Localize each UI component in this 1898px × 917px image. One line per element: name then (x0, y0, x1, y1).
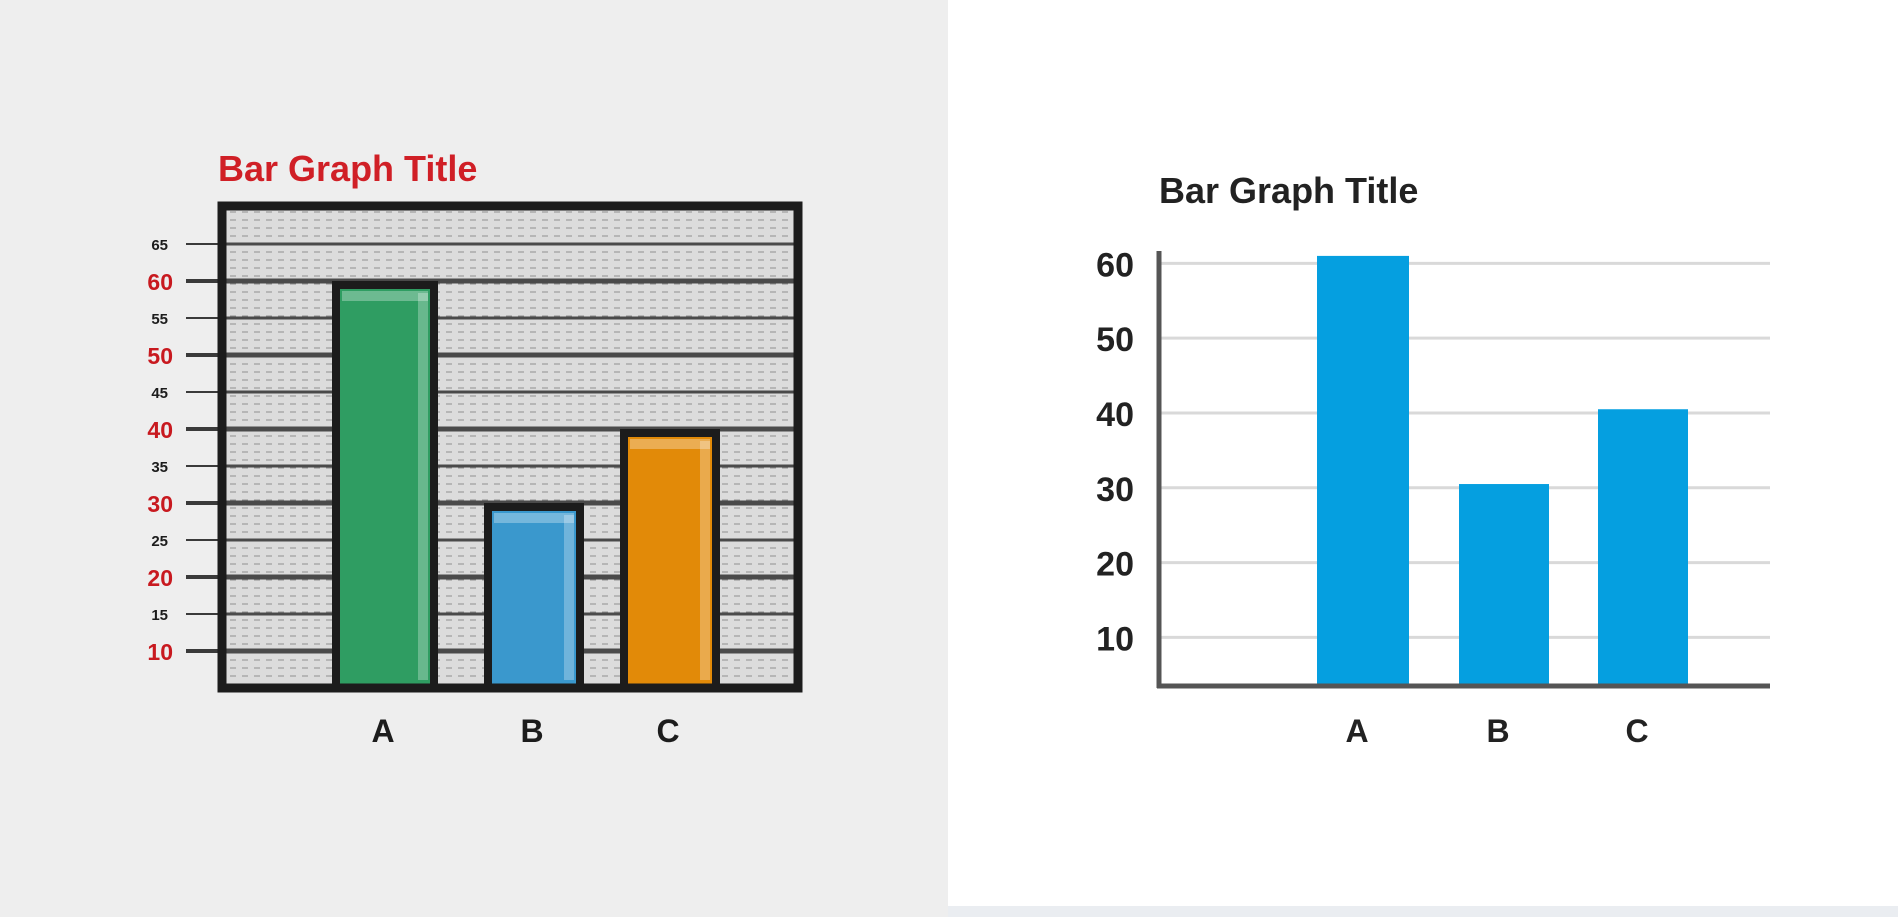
y-tick-label: 60 (1096, 246, 1134, 284)
bar-C (1598, 409, 1688, 686)
y-tick-label: 10 (1096, 620, 1134, 658)
y-tick-label: 50 (147, 343, 173, 369)
y-tick-label: 30 (147, 491, 173, 517)
bar-A (332, 281, 438, 688)
y-tick-label: 65 (151, 237, 168, 254)
x-category-label: B (1486, 713, 1509, 749)
y-tick-label: 30 (1096, 471, 1134, 509)
y-tick-label: 60 (147, 269, 173, 295)
chart-title-right: Bar Graph Title (1159, 170, 1418, 211)
y-tick-label: 40 (147, 417, 173, 443)
bar-C (620, 429, 720, 688)
y-tick-label: 50 (1096, 321, 1134, 359)
bar-A (1317, 255, 1409, 686)
x-category-label: C (1625, 713, 1648, 749)
y-tick-label: 25 (151, 533, 168, 550)
x-axis-labels-right: A B C (1345, 713, 1648, 749)
y-tick-label: 35 (151, 459, 168, 476)
y-axis-ticks-left: 10 15 20 25 30 35 40 45 50 55 60 65 (147, 237, 222, 665)
y-tick-label: 15 (151, 607, 168, 624)
bars-left (332, 281, 720, 688)
y-tick-label: 20 (1096, 546, 1134, 584)
plot-frame-left (217, 201, 803, 693)
bar-B (1459, 484, 1549, 686)
y-tick-label: 45 (151, 385, 168, 402)
x-axis-labels-left: A B C (371, 713, 679, 749)
x-category-label: B (520, 713, 543, 749)
chart-title-left: Bar Graph Title (218, 148, 477, 189)
x-category-label: A (1345, 713, 1368, 749)
y-tick-label: 55 (151, 311, 168, 328)
bars-right (1317, 255, 1688, 686)
y-tick-label: 40 (1096, 396, 1134, 434)
bar-B (484, 503, 584, 688)
y-axis-ticks-right: 10 20 30 40 50 60 (1096, 246, 1134, 658)
y-tick-label: 10 (147, 639, 173, 665)
right-panel (948, 0, 1898, 906)
x-category-label: C (656, 713, 679, 749)
x-category-label: A (371, 713, 394, 749)
y-tick-label: 20 (147, 565, 173, 591)
chart-skeuomorphic: Bar Graph Title 10 15 20 25 30 35 40 45 50 55 60 65… (147, 148, 803, 749)
